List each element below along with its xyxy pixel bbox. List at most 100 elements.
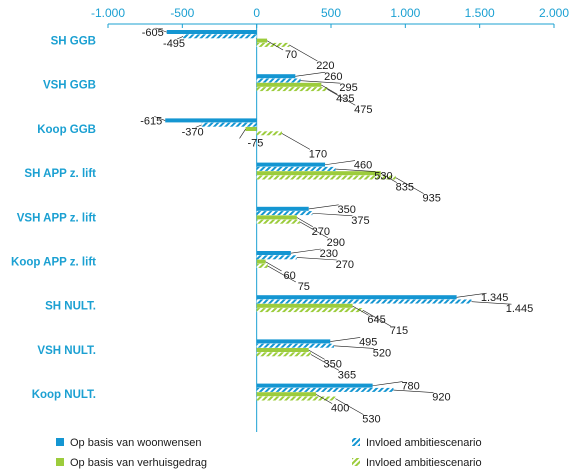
legend-swatch [352,438,360,446]
label-leader [299,221,328,239]
data-label: 70 [285,49,297,61]
bar [256,38,268,43]
data-label: 1.445 [506,303,534,315]
x-tick-label: -500 [170,6,194,20]
bar [256,171,381,176]
x-tick-label: 0 [253,6,260,20]
label-leader [281,133,311,150]
label-leader [335,168,376,172]
category-label: Koop NULT. [32,389,96,401]
label-leader [176,36,184,40]
bar [256,295,457,300]
bar [256,251,291,255]
bar [256,219,300,224]
category-label: SH NULT. [45,301,96,313]
data-label: 290 [327,237,345,249]
label-leader [308,349,325,360]
data-label: 780 [401,381,419,393]
bar [256,42,290,47]
label-leader [154,116,166,121]
x-tick-label: -1.000 [91,6,125,20]
bar [256,343,334,348]
data-label: -605 [142,27,164,39]
bar [256,303,353,308]
data-label: 295 [339,82,357,94]
label-leader [456,292,487,298]
label-leader [265,261,282,272]
label-leader [310,354,340,371]
bar [245,127,257,131]
bar [256,166,336,171]
label-leader [155,27,167,33]
category-label: SH APP z. lift [24,168,96,180]
bar [256,82,322,87]
label-leader [380,173,397,183]
data-label: 75 [298,281,310,293]
label-leader [312,212,353,217]
category-label: VSH GGB [43,80,96,92]
label-leader [300,80,341,84]
data-label: 270 [336,259,354,271]
legend-label: Invloed ambitiescenario [366,437,482,449]
bar [256,392,317,397]
bar [256,255,297,260]
data-label: 460 [354,160,372,172]
label-leader [266,40,284,51]
bar [256,259,266,264]
data-label: 400 [331,403,349,415]
label-leader [289,44,318,62]
legend-label: Op basis van verhuisgedrag [70,457,207,469]
bar [166,30,257,34]
label-leader [296,217,313,228]
label-leader [239,128,246,139]
legend-swatch [56,458,64,466]
bar [256,348,309,352]
label-leader [295,71,326,77]
legend: Op basis van woonwensen Invloed ambitiesc… [56,437,482,469]
x-tick-label: 500 [321,6,341,20]
data-label: 920 [432,392,450,404]
bar [256,352,311,357]
bar [256,206,309,211]
data-label: 350 [324,358,342,370]
data-label: 530 [374,171,392,183]
label-leader [471,301,512,305]
legend-label: Invloed ambitiescenario [366,457,482,469]
label-leader [308,204,339,210]
data-label: 475 [354,104,372,116]
x-tick-label: 1.500 [465,6,495,20]
label-leader [315,394,333,404]
bar [256,131,282,136]
data-label: 365 [338,369,356,381]
data-label: 835 [396,182,414,194]
bar [165,118,257,123]
data-label: -495 [163,38,185,50]
bar [256,396,336,401]
category-label: Koop GGB [37,124,96,136]
x-axis: -1.000 -500 0 500 1.000 1.500 2.000 [91,6,569,432]
data-label: 60 [283,270,295,282]
category-label: VSH NULT. [37,345,96,357]
data-label: 350 [338,204,356,216]
bar [256,299,472,304]
label-leader [395,177,424,194]
label-leader [330,337,361,342]
x-tick-label: 1.000 [390,6,420,20]
legend-swatch [352,458,360,466]
data-label: 495 [359,336,377,348]
data-label: -75 [248,137,264,149]
data-label: 530 [362,414,380,426]
data-label: 170 [309,148,327,160]
bar [256,87,328,92]
category-labels: SH GGB VSH GGB Koop GGB SH APP z. lift VSH A… [11,36,96,402]
label-leader [352,305,369,316]
data-label: 230 [320,248,338,260]
category-label: SH GGB [51,36,96,48]
legend-label: Op basis van woonwensen [70,437,201,449]
bar [256,162,326,167]
bar [256,74,296,79]
bar [256,387,394,392]
bar [256,308,363,313]
label-leader [335,398,364,415]
